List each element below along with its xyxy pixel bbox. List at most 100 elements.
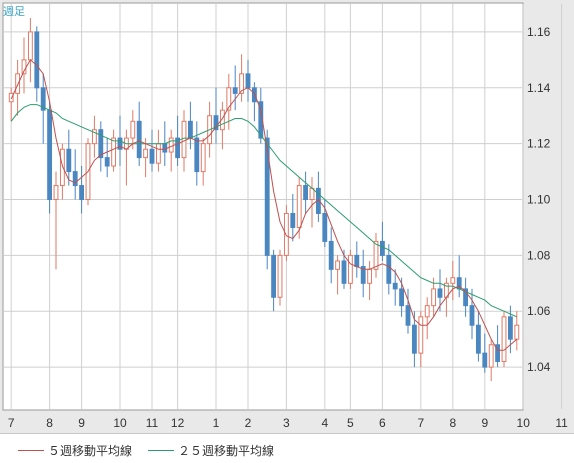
candle-body bbox=[507, 316, 513, 340]
x-tick-label: 8 bbox=[449, 416, 456, 430]
candle-body bbox=[245, 73, 251, 89]
candle-body bbox=[8, 92, 14, 103]
candle-body bbox=[379, 240, 385, 256]
candle-body bbox=[482, 352, 488, 368]
candle-body bbox=[219, 109, 225, 131]
candle-body bbox=[418, 316, 424, 354]
candle-body bbox=[437, 288, 443, 298]
candle-body bbox=[239, 73, 245, 94]
x-tick-label: 12 bbox=[171, 416, 185, 430]
candle-body bbox=[373, 240, 379, 270]
x-tick-label: 2 bbox=[245, 416, 252, 430]
ma25-line bbox=[10, 104, 518, 318]
candle-body bbox=[405, 305, 411, 326]
candle-body bbox=[463, 288, 469, 307]
candle-body bbox=[168, 137, 174, 153]
moving-average-lines bbox=[10, 59, 518, 351]
candle-body bbox=[488, 344, 494, 368]
candle-body bbox=[226, 87, 232, 111]
y-tick-label: 1.10 bbox=[527, 193, 551, 207]
y-tick-label: 1.04 bbox=[527, 360, 551, 374]
candle-body bbox=[104, 157, 110, 167]
candle-body bbox=[187, 120, 193, 139]
candle-body bbox=[347, 254, 353, 284]
candle-body bbox=[264, 137, 270, 256]
candle-body bbox=[450, 277, 456, 284]
candle-body bbox=[149, 148, 155, 164]
candle-body bbox=[271, 254, 277, 298]
candle-body bbox=[53, 185, 59, 201]
x-tick-label: 3 bbox=[283, 416, 290, 430]
period-label: 週足 bbox=[3, 5, 25, 18]
legend-label-ma5: ５週移動平均線 bbox=[48, 444, 133, 458]
candle-body bbox=[360, 266, 366, 284]
candle-body bbox=[194, 137, 200, 173]
x-tick-label: 7 bbox=[8, 416, 15, 430]
x-tick-label: 10 bbox=[113, 416, 127, 430]
x-tick-label: 8 bbox=[46, 416, 53, 430]
x-tick-label: 9 bbox=[481, 416, 488, 430]
x-axis: 789101112123456789101112123 bbox=[8, 416, 568, 430]
x-tick-label: 11 bbox=[146, 416, 159, 430]
candle-body bbox=[341, 260, 347, 284]
x-tick-label: 1 bbox=[213, 416, 220, 430]
x-tick-label: 6 bbox=[379, 416, 386, 430]
candle-body bbox=[277, 254, 283, 298]
legend-label-ma25: ２５週移動平均線 bbox=[178, 444, 275, 458]
candle-body bbox=[162, 143, 168, 153]
candle-body bbox=[27, 31, 33, 61]
candle-body bbox=[79, 185, 85, 201]
candle-body bbox=[514, 324, 520, 340]
candle-body bbox=[143, 148, 149, 159]
y-tick-label: 1.14 bbox=[527, 81, 551, 95]
candle-body bbox=[213, 115, 219, 131]
legend: ５週移動平均線 ２５週移動平均線 bbox=[0, 433, 574, 463]
x-tick-label: 9 bbox=[78, 416, 85, 430]
candle-body bbox=[117, 137, 123, 150]
candle-body bbox=[181, 120, 187, 159]
candle-body bbox=[335, 260, 341, 270]
candle-body bbox=[91, 129, 97, 145]
legend-item-ma25: ２５週移動平均線 bbox=[148, 442, 274, 459]
candle-body bbox=[130, 120, 136, 139]
candle-body bbox=[431, 288, 437, 307]
y-tick-label: 1.06 bbox=[527, 304, 551, 318]
candle-body bbox=[296, 185, 302, 228]
y-axis: 1.04 1.06 1.08 1.10 1.12 1.14 1.16 bbox=[527, 25, 551, 374]
candle-body bbox=[328, 240, 334, 270]
x-tick-label: 10 bbox=[517, 416, 531, 430]
candle-body bbox=[290, 212, 296, 228]
x-tick-label: 11 bbox=[555, 416, 568, 430]
candle-body bbox=[386, 254, 392, 284]
candle-body bbox=[136, 120, 142, 159]
candle-body bbox=[175, 137, 181, 159]
candle-body bbox=[155, 143, 161, 164]
candle-body bbox=[66, 148, 72, 173]
candle-body bbox=[354, 254, 360, 268]
candle-body bbox=[322, 212, 328, 242]
candle-body bbox=[303, 185, 309, 201]
x-tick-label: 7 bbox=[417, 416, 424, 430]
candle-body bbox=[232, 87, 238, 94]
legend-swatch-ma25 bbox=[148, 450, 174, 451]
candle-body bbox=[200, 143, 206, 173]
candle-body bbox=[501, 316, 507, 363]
candle-body bbox=[72, 171, 78, 187]
y-tick-label: 1.08 bbox=[527, 248, 551, 262]
y-tick-label: 1.16 bbox=[527, 25, 551, 39]
candle-body bbox=[15, 73, 21, 94]
candlestick-chart: 1.041.061.081.101.121.141.16 7 8 9 10 11 12 1 2… bbox=[2, 2, 568, 430]
candle-body bbox=[98, 129, 104, 159]
candle-body bbox=[469, 305, 475, 326]
candle-body bbox=[392, 282, 398, 290]
candles bbox=[8, 17, 520, 382]
candle-body bbox=[283, 212, 289, 256]
ma5-line bbox=[10, 59, 518, 351]
legend-item-ma5: ５週移動平均線 bbox=[18, 442, 132, 459]
candle-body bbox=[411, 324, 417, 354]
x-tick-label: 5 bbox=[347, 416, 354, 430]
legend-swatch-ma5 bbox=[18, 450, 44, 451]
candle-body bbox=[34, 31, 40, 89]
candle-body bbox=[111, 137, 117, 167]
